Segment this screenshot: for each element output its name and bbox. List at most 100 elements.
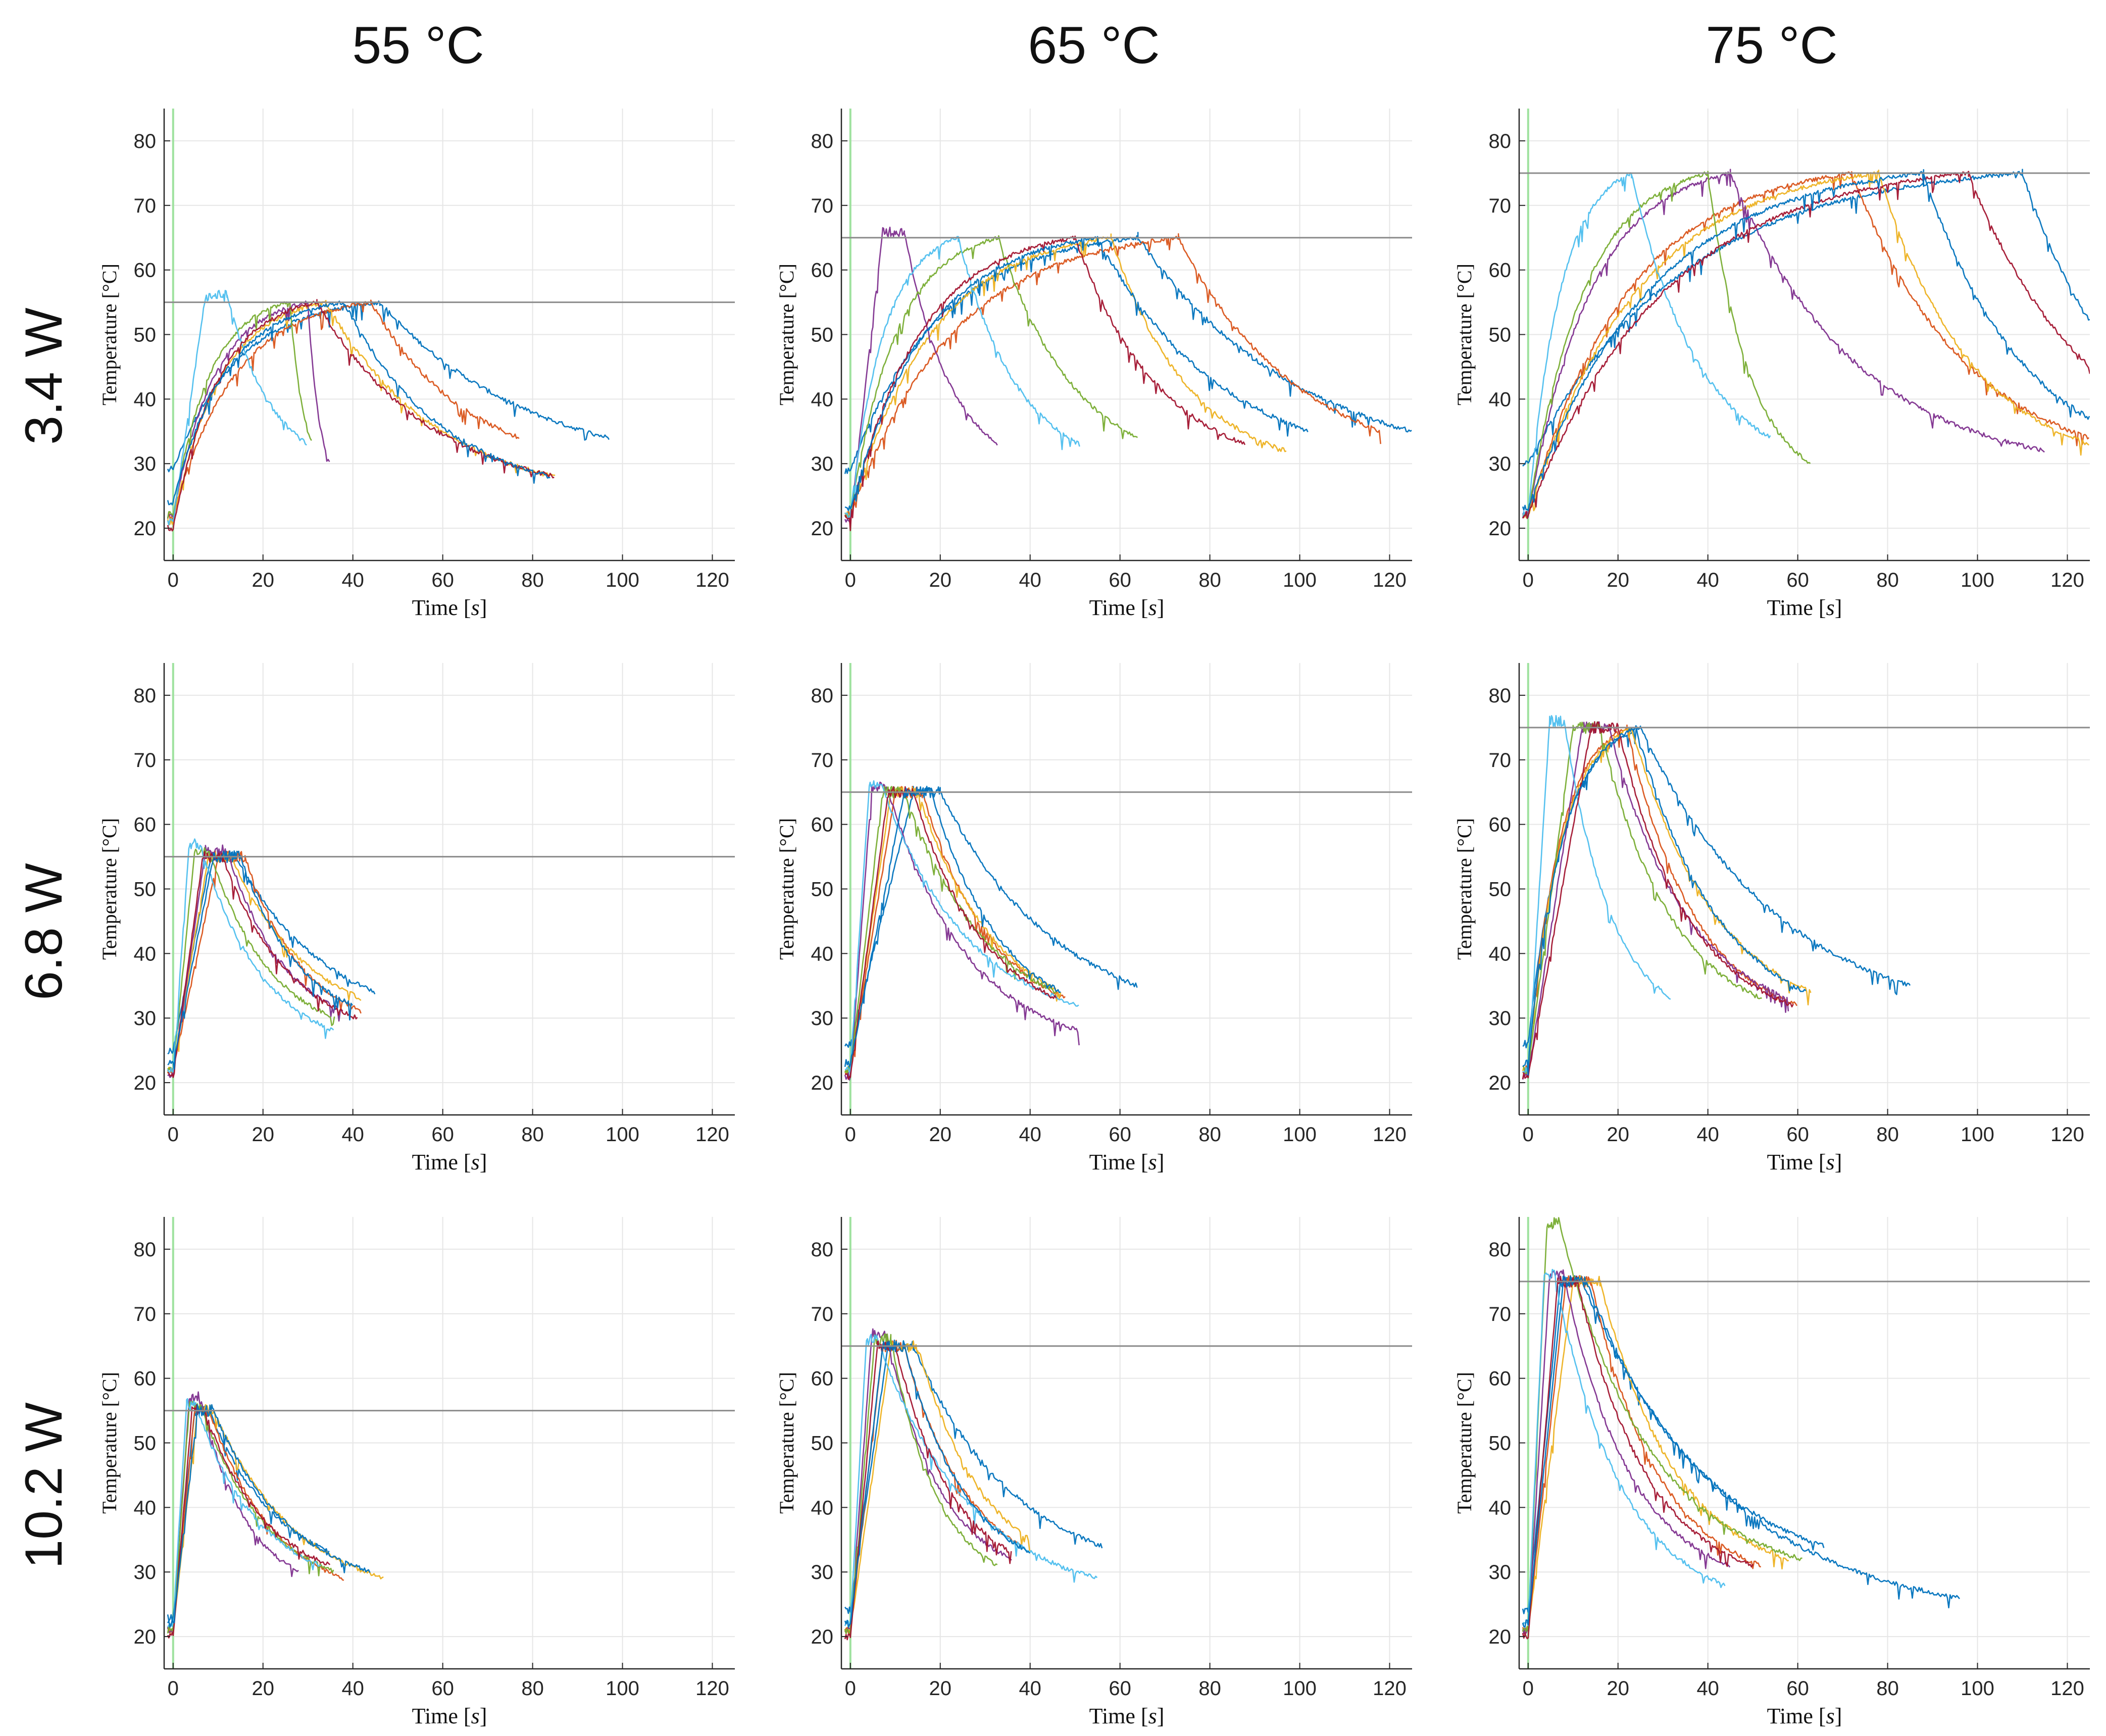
y-tick-label: 20 xyxy=(811,1626,834,1648)
x-tick-label: 100 xyxy=(1961,1677,1994,1700)
x-tick-label: 100 xyxy=(1283,1124,1317,1146)
data-series-line xyxy=(844,236,1080,520)
x-tick-label: 40 xyxy=(341,1677,364,1700)
y-tick-label: 80 xyxy=(1489,685,1512,707)
y-tick-label: 40 xyxy=(134,943,157,965)
y-tick-label: 80 xyxy=(134,130,157,152)
x-axis-unit: s xyxy=(1148,595,1157,620)
x-tick-label: 80 xyxy=(1876,569,1899,591)
y-tick-label: 30 xyxy=(1489,1561,1512,1584)
series-group xyxy=(844,1328,1103,1641)
column-title: 65 °C xyxy=(1028,16,1160,75)
x-tick-label: 0 xyxy=(1523,1124,1534,1146)
y-tick-label: 40 xyxy=(811,1497,834,1519)
chart-panel: 0 20 40 60 80 100 120 20 30 40 50 60 70 80 Time [s] Tem… xyxy=(98,663,735,1175)
y-tick-label: 20 xyxy=(811,518,834,540)
row-title: 6.8 W xyxy=(15,863,73,1000)
x-tick-label: 80 xyxy=(1876,1124,1899,1146)
y-tick-label: 60 xyxy=(811,1368,834,1390)
row-titles: 3.4 W 6.8 W 10.2 W xyxy=(15,308,73,1569)
data-series-line xyxy=(167,851,358,1078)
y-axis-label: Temperature [°C] xyxy=(1453,264,1476,405)
x-tick-label: 100 xyxy=(606,1124,639,1146)
series-group xyxy=(167,289,610,532)
data-series-line xyxy=(844,1340,1103,1614)
data-series-line xyxy=(844,1339,1030,1628)
x-tick-label: 80 xyxy=(521,1124,544,1146)
x-axis-label: Time [s] xyxy=(1767,1704,1842,1728)
series-group xyxy=(1522,1217,1961,1640)
y-tick-label: 20 xyxy=(134,1626,157,1648)
chart-panel: 0 20 40 60 80 100 120 20 30 40 50 60 70 80 Time [s] Tem… xyxy=(1453,1217,2090,1728)
y-tick-label: 40 xyxy=(1489,1497,1512,1519)
y-tick-label: 60 xyxy=(1489,260,1512,282)
data-series-line xyxy=(167,300,330,520)
y-tick-label: 70 xyxy=(1489,749,1512,772)
data-series-line xyxy=(1522,725,1807,1076)
data-series-line xyxy=(167,844,343,1078)
x-tick-label: 40 xyxy=(341,1124,364,1146)
y-axis-label: Temperature [°C] xyxy=(1453,818,1476,960)
data-series-line xyxy=(1522,1275,1753,1640)
x-tick-label: 20 xyxy=(929,569,951,591)
x-axis-label: Time [s] xyxy=(412,1150,487,1175)
x-tick-label: 40 xyxy=(1019,1124,1041,1146)
x-tick-label: 20 xyxy=(929,1124,951,1146)
data-series-line xyxy=(844,781,1080,1081)
x-tick-label: 0 xyxy=(168,1124,179,1146)
y-tick-label: 30 xyxy=(134,1561,157,1584)
x-tick-label: 80 xyxy=(521,1677,544,1700)
x-tick-label: 120 xyxy=(695,569,729,591)
series-group xyxy=(167,1391,384,1639)
y-tick-label: 20 xyxy=(811,1072,834,1094)
data-series-line xyxy=(844,786,1057,1080)
x-axis-unit: s xyxy=(1826,1150,1835,1175)
y-axis-label: Temperature [°C] xyxy=(1453,1372,1476,1514)
y-tick-label: 70 xyxy=(1489,1303,1512,1325)
y-tick-label: 40 xyxy=(1489,388,1512,411)
data-series-line xyxy=(844,1340,1031,1635)
y-axis-label: Temperature [°C] xyxy=(775,264,798,405)
y-tick-label: 50 xyxy=(134,879,157,901)
x-tick-label: 100 xyxy=(1961,569,1994,591)
y-tick-label: 80 xyxy=(1489,1239,1512,1261)
y-tick-label: 70 xyxy=(811,749,834,772)
data-series-line xyxy=(844,786,1061,1068)
y-tick-label: 30 xyxy=(811,1007,834,1030)
data-series-line xyxy=(167,300,550,505)
x-tick-label: 20 xyxy=(252,1124,274,1146)
row-title: 10.2 W xyxy=(15,1402,73,1568)
x-axis-label: Time [s] xyxy=(1089,595,1165,620)
x-tick-label: 60 xyxy=(1109,569,1131,591)
data-series-line xyxy=(167,850,362,1074)
x-tick-label: 60 xyxy=(1786,1124,1809,1146)
chart-panel: 0 20 40 60 80 100 120 20 30 40 50 60 70 80 Time [s] Tem… xyxy=(98,1217,735,1728)
y-tick-label: 30 xyxy=(1489,453,1512,475)
data-series-line xyxy=(844,1340,1012,1641)
x-tick-label: 0 xyxy=(845,1677,856,1700)
x-tick-label: 100 xyxy=(1283,1677,1317,1700)
y-tick-label: 20 xyxy=(1489,1072,1512,1094)
x-tick-label: 20 xyxy=(252,569,274,591)
x-tick-label: 40 xyxy=(1696,569,1719,591)
data-series-line xyxy=(844,235,1246,531)
data-series-line xyxy=(844,1333,998,1635)
panels: 0 20 40 60 80 100 120 20 30 40 50 60 70 80 Time [s] Tem… xyxy=(98,109,2090,1728)
x-tick-label: 100 xyxy=(606,569,639,591)
y-tick-label: 70 xyxy=(134,749,157,772)
y-axis-label: Temperature [°C] xyxy=(98,264,121,405)
y-tick-label: 70 xyxy=(1489,195,1512,217)
x-tick-label: 20 xyxy=(1607,569,1629,591)
chart-panel: 0 20 40 60 80 100 120 20 30 40 50 60 70 80 Time [s] Tem… xyxy=(1453,109,2090,620)
y-tick-label: 50 xyxy=(811,324,834,346)
x-tick-label: 60 xyxy=(1786,1677,1809,1700)
x-tick-label: 0 xyxy=(845,569,856,591)
x-tick-label: 120 xyxy=(695,1124,729,1146)
y-axis-label: Temperature [°C] xyxy=(98,1372,121,1514)
x-tick-label: 0 xyxy=(1523,1677,1534,1700)
data-series-line xyxy=(1522,171,2090,519)
x-tick-label: 120 xyxy=(1373,1677,1407,1700)
data-series-line xyxy=(844,786,1062,1074)
x-tick-label: 60 xyxy=(1786,569,1809,591)
